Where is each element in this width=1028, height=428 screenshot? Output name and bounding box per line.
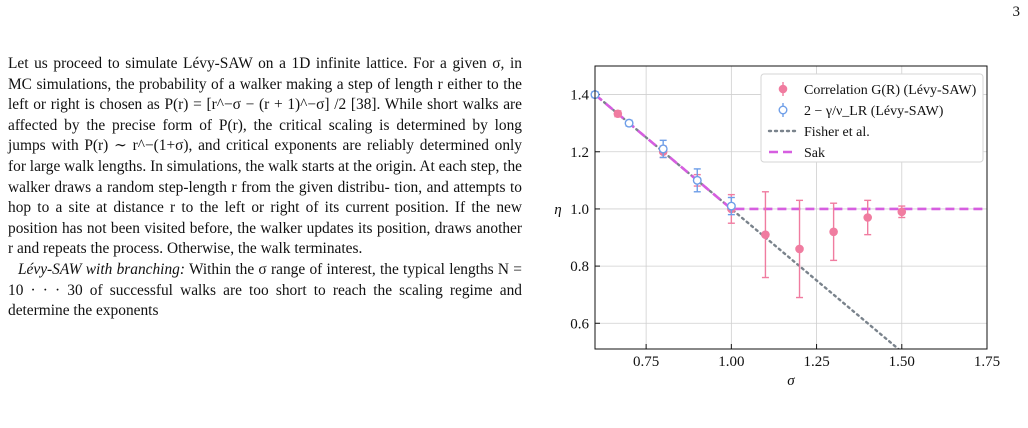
text-line: walker draws a random step-length r from… (8, 178, 390, 196)
data-point-correlation (863, 213, 872, 222)
data-point-correlation (897, 207, 907, 217)
text-line: Let us proceed to simulate Lévy-SAW on a… (8, 55, 408, 72)
x-tick-label: 0.75 (633, 354, 659, 370)
legend-label: Sak (804, 146, 825, 161)
text-line: r and repeats the process. Otherwise, th… (8, 240, 363, 258)
x-tick-label: 1.75 (974, 354, 1000, 370)
data-point-gamma-nu (658, 144, 668, 154)
text-line: For a given σ, in MC simulations, the pr… (8, 55, 522, 93)
legend-key-marker (778, 84, 788, 94)
y-tick-label: 1.4 (570, 88, 589, 104)
y-tick-label: 0.6 (570, 316, 589, 332)
text-line: visited before, the walker updates its p… (144, 219, 522, 237)
data-point-correlation (761, 230, 770, 239)
y-axis-label: η (554, 202, 561, 218)
text-line: exponents are reliably determined only f… (8, 137, 522, 175)
legend-label: Fisher et al. (804, 125, 870, 140)
data-point-correlation (795, 244, 804, 254)
page-number: 3 (1012, 4, 1021, 20)
plot-frame (594, 65, 988, 350)
text-line: short to reach the scaling regime and de… (8, 281, 522, 320)
y-tick-label: 1.2 (570, 145, 589, 161)
eta-vs-sigma-figure: 0.75 1.00 1.25 1.50 1.75 0.6 0.8 1.0 1.2 1.4 σ η Cor… (554, 65, 1000, 389)
x-tick-label: 1.25 (803, 354, 829, 370)
paragraph-levy-saw-branching: Lévy-SAW with branching: Within the σ ra… (8, 260, 522, 322)
x-tick-label: 1.50 (889, 354, 915, 370)
legend-box (760, 73, 984, 163)
paragraph-levy-saw-simulation: Let us proceed to simulate Lévy-SAW on a… (8, 54, 522, 260)
body-text-column: Let us proceed to simulate Lévy-SAW on a… (8, 54, 522, 322)
data-point-correlation (829, 227, 838, 237)
data-point-gamma-nu (726, 201, 736, 211)
text-line: as P(r) = [r^−σ − (r + 1)^−σ] /2 [38]. W… (146, 96, 522, 114)
y-tick-label: 0.8 (570, 259, 589, 275)
text-line: In simulations, the walk starts at the o… (150, 157, 522, 175)
series-line-dashed (595, 93, 987, 211)
text-line: Within the σ range of interest, (188, 260, 376, 278)
data-point-gamma-nu (624, 118, 634, 128)
legend-label: 2 − γ/ν_LR (Lévy-SAW) (804, 104, 944, 119)
series-line-dotted (595, 93, 901, 349)
y-tick-label: 1.0 (570, 202, 589, 218)
data-point-gamma-nu (692, 175, 702, 185)
run-in-heading: Lévy-SAW with branching: (18, 260, 185, 278)
legend-label: Correlation G(R) (Lévy-SAW) (804, 83, 977, 98)
x-tick-label: 1.00 (718, 354, 744, 370)
text-line: right of its current position. If the ne… (8, 199, 522, 237)
text-line: making a step of length r either to the … (8, 75, 522, 114)
data-point-correlation (613, 109, 623, 119)
text-line: tion, and attempts to hop to a site at d… (8, 178, 522, 217)
legend-key-marker (778, 105, 788, 115)
text-line: the typical lengths N = 10 · · · 30 of s… (8, 260, 522, 299)
text-line: determined by long jumps with P(r) ∼ r^−… (8, 116, 522, 155)
text-line: affected by the precise form of P(r), th… (8, 116, 390, 134)
x-axis-label: σ (787, 373, 795, 389)
